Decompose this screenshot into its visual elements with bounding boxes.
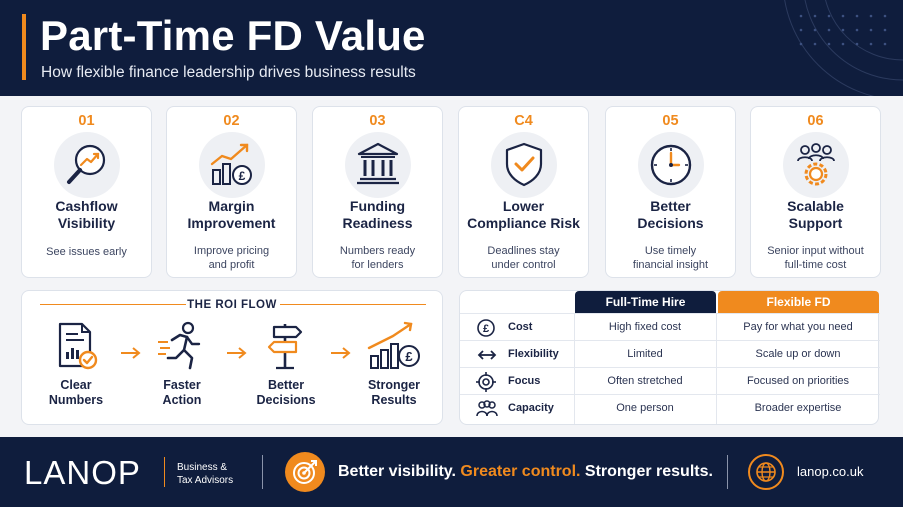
card-description: Improve pricing and profit (193, 245, 270, 271)
card-title: Margin Improvement (187, 198, 276, 231)
card-description: Deadlines stay under control (487, 245, 560, 271)
roi-step-faster-action: Faster Action (140, 318, 224, 408)
team-gear-icon (783, 132, 849, 198)
shield-check-icon (491, 132, 557, 198)
roi-step-stronger-results: £ Stronger Results (352, 318, 436, 408)
arrow-right-icon (331, 347, 351, 359)
magnifier-trend-icon (54, 132, 120, 198)
card-description: See issues early (46, 246, 127, 258)
footer-slogan: Better visibility. Greater control. Stro… (338, 463, 713, 480)
bar-chart-pound-icon: £ (199, 132, 265, 198)
column-divider (716, 313, 717, 424)
double-arrow-icon (477, 350, 497, 360)
card-title: Scalable Support (787, 198, 844, 231)
roi-flow-panel: THE ROI FLOW Clear Numbers Faster (21, 290, 443, 425)
benefit-card-decisions: 05 Better Decisions Use timely financial i… (605, 106, 736, 278)
footer-divider (262, 455, 263, 489)
svg-text:£: £ (239, 169, 246, 183)
signpost-icon (267, 324, 303, 370)
row-label: Capacity (508, 402, 554, 414)
card-description: Use timely financial insight (632, 245, 709, 271)
full-time-value: Often stretched (607, 375, 683, 387)
decorative-arcs-icon (784, 0, 903, 96)
roi-step-better-decisions: Better Decisions (244, 318, 328, 408)
roi-step-label: Better Decisions (256, 378, 316, 407)
bank-icon (345, 132, 411, 198)
roi-step-label: Faster Action (162, 378, 202, 407)
page-title: Part-Time FD Value (40, 12, 426, 59)
report-check-icon (58, 322, 98, 370)
flexible-fd-value: Scale up or down (755, 348, 841, 360)
brand-logo[interactable]: LANOP (24, 454, 141, 491)
logo-divider (164, 457, 165, 487)
benefit-card-funding: 03 Funding Readiness Numbers ready for len… (312, 106, 443, 278)
table-row-capacity: Capacity One person Broader expertise (460, 394, 880, 421)
brand-tagline: Business & Tax Advisors (177, 462, 234, 486)
card-number: 05 (662, 113, 679, 129)
growth-chart-pound-icon: £ (367, 321, 420, 369)
pound-coin-icon: £ (477, 319, 495, 337)
website-link[interactable]: lanop.co.uk (797, 464, 864, 479)
column-header-flexible-fd: Flexible FD (718, 291, 879, 313)
card-description: Numbers ready for lenders (339, 245, 416, 271)
full-time-value: One person (616, 402, 674, 414)
people-icon (476, 400, 498, 417)
row-label: Cost (508, 321, 533, 333)
full-time-value: High fixed cost (608, 321, 682, 333)
page-subtitle: How flexible finance leadership drives b… (41, 64, 416, 81)
benefit-card-support: 06 Scalable Support Senior input without f… (750, 106, 881, 278)
svg-text:£: £ (483, 323, 489, 335)
runner-icon (158, 321, 201, 370)
card-description: Senior input without full-time cost (767, 245, 864, 271)
roi-step-label: Stronger Results (367, 378, 421, 407)
card-title: Better Decisions (637, 198, 704, 231)
benefit-card-cashflow: 01 Cashflow Visibility See issues early (21, 106, 152, 278)
table-row-cost: £ Cost High fixed cost Pay for what you … (460, 313, 880, 340)
roi-step-clear-numbers: Clear Numbers (34, 318, 118, 408)
card-title: Cashflow Visibility (55, 198, 118, 231)
comparison-table: Full-Time Hire Flexible FD £ Cost High f… (459, 290, 880, 425)
card-number: C4 (514, 113, 533, 129)
benefit-card-margin: 02 £ Margin Improvement Improve pricing an… (166, 106, 297, 278)
column-divider (574, 313, 575, 424)
roi-title-rule-right (280, 304, 426, 305)
row-label: Focus (508, 375, 541, 387)
card-number: 02 (223, 113, 240, 129)
column-header-full-time: Full-Time Hire (575, 291, 716, 313)
globe-icon (748, 454, 784, 490)
card-number: 03 (369, 113, 386, 129)
card-title: Lower Compliance Risk (467, 198, 580, 231)
table-row-flexibility: Flexibility Limited Scale up or down (460, 340, 880, 367)
clock-icon (638, 132, 704, 198)
flexible-fd-value: Focused on priorities (746, 375, 850, 387)
card-number: 06 (807, 113, 824, 129)
card-number: 01 (78, 113, 95, 129)
target-icon (285, 452, 325, 492)
svg-text:£: £ (405, 349, 413, 364)
crosshair-icon (476, 372, 496, 392)
arrow-right-icon (227, 347, 247, 359)
header-banner: Part-Time FD Value How flexible finance … (0, 0, 903, 96)
roi-title-rule-left (40, 304, 186, 305)
arrow-right-icon (121, 347, 141, 359)
row-label: Flexibility (508, 348, 559, 360)
roi-step-label: Clear Numbers (48, 378, 104, 407)
roi-flow-title: THE ROI FLOW (187, 299, 277, 311)
benefit-card-compliance: C4 Lower Compliance Risk Deadlines stay un… (458, 106, 589, 278)
flexible-fd-value: Broader expertise (754, 402, 842, 414)
card-title: Funding Readiness (342, 198, 413, 231)
footer-divider (727, 455, 728, 489)
flexible-fd-value: Pay for what you need (743, 321, 853, 333)
table-row-focus: Focus Often stretched Focused on priorit… (460, 367, 880, 394)
header-accent-bar (22, 14, 26, 80)
footer-bar: LANOP Business & Tax Advisors Better visi… (0, 437, 903, 507)
full-time-value: Limited (627, 348, 663, 360)
